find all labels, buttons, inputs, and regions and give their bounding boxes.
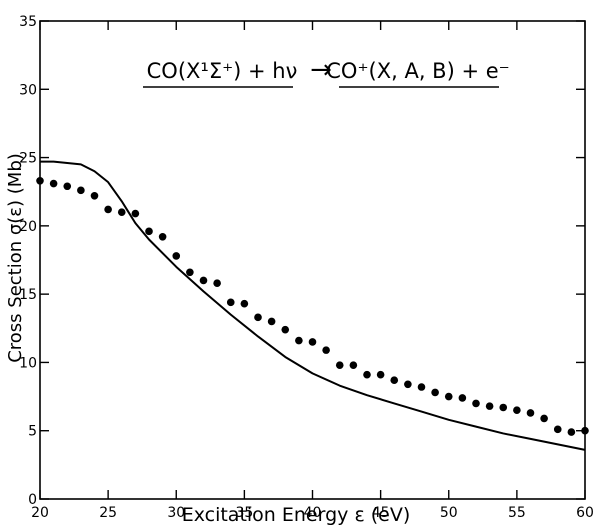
data-point [526, 409, 535, 417]
y-tick-label: 15 [19, 287, 37, 303]
data-point [553, 425, 562, 434]
x-tick-label: 30 [167, 505, 185, 521]
data-point [335, 361, 344, 369]
x-tick-label: 55 [508, 505, 526, 521]
data-point [145, 227, 153, 236]
y-tick-label: 5 [28, 424, 37, 440]
reaction-annotation: CO(X¹Σ⁺) + hν → CO⁺(X, A, B) + e⁻ [143, 55, 510, 88]
data-point [485, 402, 494, 410]
data-point [158, 232, 167, 241]
x-tick-label: 50 [440, 505, 458, 521]
annotation-products: CO⁺(X, A, B) + e⁻ [326, 59, 509, 83]
data-point [567, 428, 576, 436]
data-point [308, 338, 317, 346]
data-point [254, 313, 262, 322]
data-point [63, 182, 72, 191]
y-tick-label: 20 [19, 219, 37, 235]
data-series [36, 160, 589, 451]
data-point [376, 370, 385, 379]
y-tick-label: 10 [19, 355, 37, 371]
data-point [499, 403, 508, 412]
data-point [349, 361, 358, 369]
data-point [322, 346, 330, 354]
x-tick-label: 40 [304, 505, 322, 521]
y-tick-label: 0 [28, 492, 37, 508]
y-axis-label: Cross Section σ(ε) (Mb) [5, 153, 26, 363]
data-point [417, 383, 426, 391]
data-point [36, 176, 44, 185]
data-point [77, 186, 85, 195]
data-point [226, 298, 235, 307]
data-point [540, 414, 548, 423]
annotation-reactants: CO(X¹Σ⁺) + hν [147, 59, 298, 83]
plot-frame [39, 20, 586, 500]
axis-tick-labels: 20 25 30 35 40 45 50 55 60 0 5 10 15 20 25 30 35 [19, 14, 593, 521]
x-tick-label: 45 [372, 505, 390, 521]
data-point [295, 336, 303, 345]
data-point [404, 380, 412, 389]
annotation-arrow: → [310, 55, 332, 85]
data-point [172, 252, 181, 260]
x-tick-label: 35 [235, 505, 253, 521]
data-point [281, 325, 290, 334]
data-point [240, 299, 249, 308]
data-point [117, 208, 126, 216]
series-line-0 [40, 160, 586, 451]
data-point [131, 209, 140, 218]
data-point [444, 392, 453, 401]
y-tick-label: 25 [19, 151, 37, 167]
data-point [199, 276, 208, 285]
y-tick-label: 30 [19, 82, 37, 98]
x-axis-label: Excitation Energy ε (eV) [182, 504, 411, 526]
data-point [581, 426, 589, 435]
data-point [458, 394, 467, 402]
data-point [390, 376, 399, 384]
data-point [513, 406, 521, 415]
data-point [472, 399, 480, 408]
axis-ticks [39, 20, 586, 500]
data-point [49, 179, 58, 188]
data-point [363, 370, 371, 379]
data-point [431, 388, 439, 397]
data-point [267, 317, 276, 326]
data-point [90, 192, 99, 200]
data-point [186, 268, 194, 277]
data-point [213, 279, 221, 288]
x-tick-label: 20 [31, 505, 49, 521]
data-point [104, 205, 112, 214]
x-tick-label: 25 [99, 505, 117, 521]
y-tick-label: 35 [19, 14, 37, 30]
x-tick-label: 60 [576, 505, 593, 521]
